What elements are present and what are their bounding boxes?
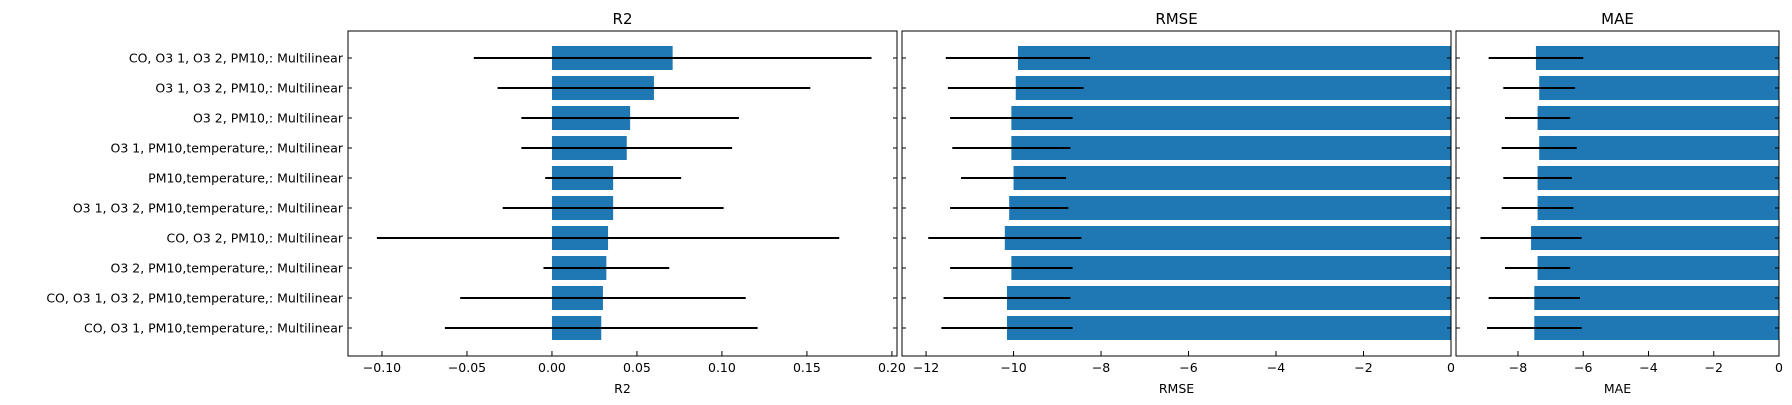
panel-title: R2 (613, 10, 633, 28)
panel-r2: −0.10 −0.05 0.00 0.05 0.10 0.15 0.20 R2 R2 (347, 10, 906, 396)
x-tick-label: −2 (1354, 360, 1372, 375)
x-axis-label: MAE (1604, 381, 1631, 396)
x-tick-label: 0 (1447, 360, 1455, 375)
bar (1537, 256, 1779, 280)
x-tick-label: −6 (1574, 360, 1592, 375)
panel-title: MAE (1601, 10, 1634, 28)
axes-frame (347, 30, 898, 357)
bar (1011, 136, 1451, 160)
x-tick-label: −8 (1092, 360, 1110, 375)
y-tick-labels: CO, O3 1, O3 2, PM10,: Multilinear O3 1, … (46, 51, 344, 336)
bar (1537, 166, 1779, 190)
x-tick-label: 0.05 (623, 360, 651, 375)
bar (1539, 76, 1779, 100)
y-tick-label: CO, O3 2, PM10,: Multilinear (167, 231, 344, 246)
bar (1537, 106, 1779, 130)
panel-rmse: −12 −10 −8 −6 −4 −2 0 RMSE RMSE (901, 10, 1455, 396)
y-tick-label: O3 1, O3 2, PM10,: Multilinear (155, 81, 343, 96)
y-tick-label: O3 1, PM10,temperature,: Multilinear (110, 141, 343, 156)
bar (1006, 316, 1451, 340)
x-tick-label: −0.05 (448, 360, 486, 375)
bar (1006, 286, 1451, 310)
y-tick-label: O3 2, PM10,temperature,: Multilinear (110, 261, 343, 276)
x-tick-label: −4 (1639, 360, 1657, 375)
x-tick-label: −12 (913, 360, 939, 375)
x-tick-label: −0.10 (363, 360, 401, 375)
bar (1009, 196, 1451, 220)
x-tick-label: 0.15 (793, 360, 821, 375)
bar (1015, 76, 1451, 100)
bar (1011, 256, 1451, 280)
x-tick-label: 0 (1775, 360, 1783, 375)
x-tick-label: −10 (1000, 360, 1026, 375)
x-tick-label: −4 (1267, 360, 1285, 375)
x-tick-label: 0.20 (878, 360, 906, 375)
panel-mae: −8 −6 −4 −2 0 MAE MAE (1455, 10, 1783, 396)
y-tick-label: O3 1, O3 2, PM10,temperature,: Multiline… (73, 201, 344, 216)
bar (1013, 166, 1451, 190)
x-tick-label: 0.00 (538, 360, 566, 375)
y-tick-label: O3 2, PM10,: Multilinear (193, 111, 344, 126)
bar (1539, 136, 1779, 160)
x-tick-label: −6 (1179, 360, 1197, 375)
y-tick-label: PM10,temperature,: Multilinear (148, 171, 344, 186)
x-axis-label: R2 (614, 381, 631, 396)
bar (1537, 196, 1779, 220)
y-tick-label: CO, O3 1, O3 2, PM10,: Multilinear (129, 51, 344, 66)
bar (1011, 106, 1451, 130)
y-tick-label: CO, O3 1, O3 2, PM10,temperature,: Multi… (46, 291, 344, 306)
panel-title: RMSE (1155, 10, 1197, 28)
x-tick-label: −8 (1509, 360, 1527, 375)
x-tick-label: −2 (1705, 360, 1723, 375)
y-tick-label: CO, O3 1, PM10,temperature,: Multilinear (84, 321, 344, 336)
axes-frame (1455, 30, 1780, 357)
x-tick-label: 0.10 (708, 360, 736, 375)
x-axis-label: RMSE (1159, 381, 1194, 396)
axes-frame (901, 30, 1452, 357)
